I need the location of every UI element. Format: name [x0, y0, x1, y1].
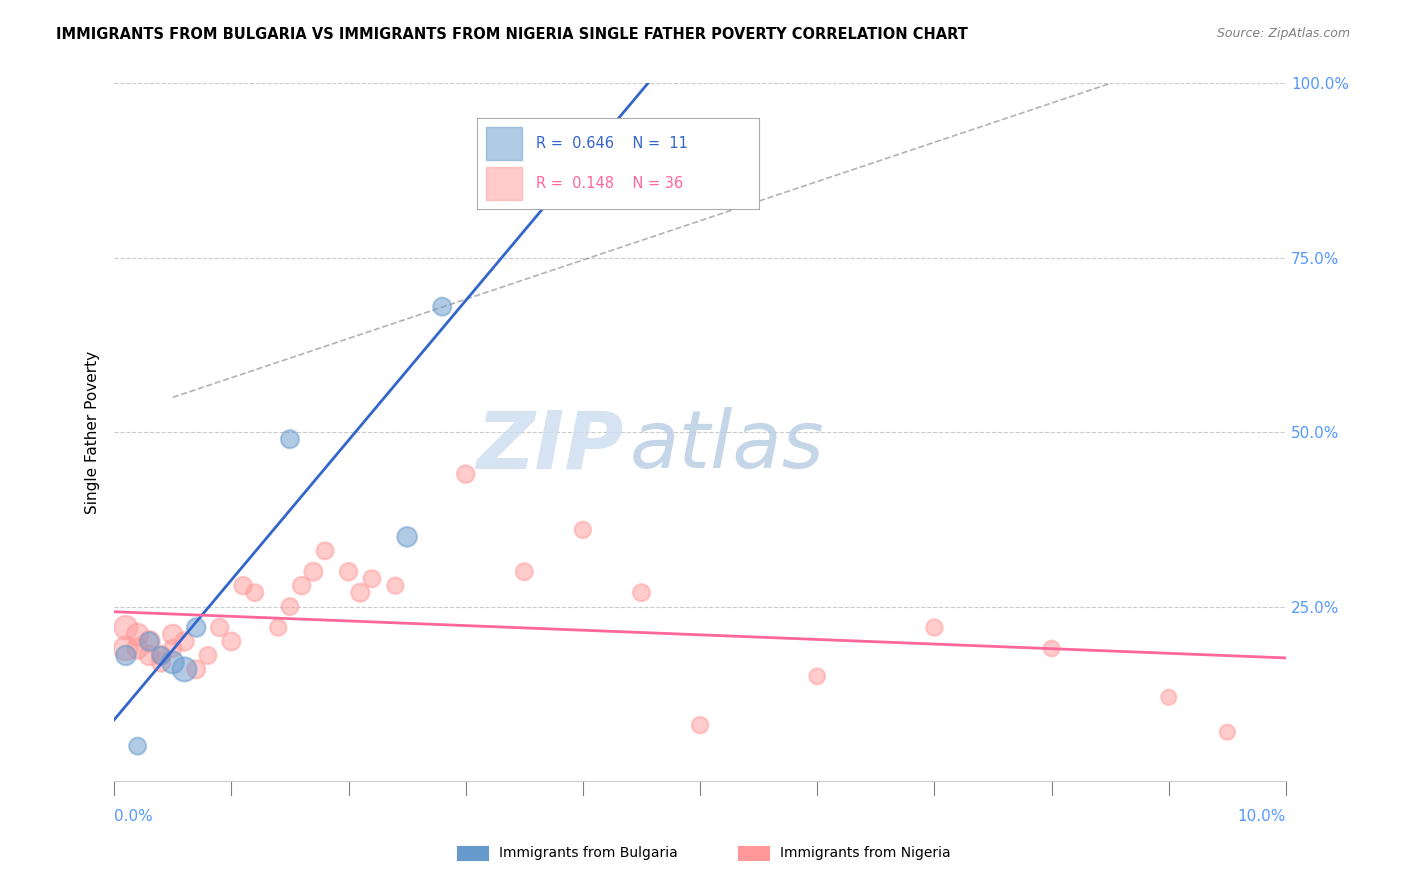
Point [267, 621, 290, 635]
Point [1216, 725, 1239, 739]
Text: Source: ZipAtlas.com: Source: ZipAtlas.com [1216, 27, 1350, 40]
Text: 0.0%: 0.0% [114, 809, 153, 824]
Point [173, 634, 195, 648]
Text: atlas: atlas [630, 407, 824, 485]
Point [127, 627, 149, 641]
Point [278, 599, 301, 614]
Point [806, 669, 828, 683]
Point [186, 621, 208, 635]
Point [162, 627, 184, 641]
Text: IMMIGRANTS FROM BULGARIA VS IMMIGRANTS FROM NIGERIA SINGLE FATHER POVERTY CORREL: IMMIGRANTS FROM BULGARIA VS IMMIGRANTS F… [56, 27, 969, 42]
Point [924, 621, 946, 635]
Point [689, 718, 711, 732]
Point [162, 656, 184, 670]
Point [150, 648, 173, 663]
Point [337, 565, 360, 579]
Point [361, 572, 384, 586]
Point [513, 565, 536, 579]
Point [278, 432, 301, 446]
Point [232, 579, 254, 593]
Point [173, 662, 195, 676]
Text: 10.0%: 10.0% [1237, 809, 1286, 824]
Point [1040, 641, 1063, 656]
Point [197, 648, 219, 663]
Point [396, 530, 419, 544]
Point [138, 648, 160, 663]
Point [291, 579, 314, 593]
Point [208, 621, 231, 635]
Point [127, 739, 149, 753]
Point [384, 579, 406, 593]
Point [302, 565, 325, 579]
Point [454, 467, 477, 481]
Point [349, 585, 371, 599]
Text: ZIP: ZIP [477, 407, 624, 485]
Point [432, 300, 454, 314]
Text: Immigrants from Nigeria: Immigrants from Nigeria [780, 846, 950, 860]
Point [314, 543, 336, 558]
Point [150, 648, 173, 663]
Point [162, 641, 184, 656]
Point [115, 641, 138, 656]
Point [572, 523, 595, 537]
Point [478, 181, 501, 195]
Text: Immigrants from Bulgaria: Immigrants from Bulgaria [499, 846, 678, 860]
Point [243, 585, 266, 599]
Point [138, 634, 160, 648]
Point [115, 648, 138, 663]
Point [138, 634, 160, 648]
Y-axis label: Single Father Poverty: Single Father Poverty [86, 351, 100, 514]
Point [127, 641, 149, 656]
Point [150, 656, 173, 670]
Point [186, 662, 208, 676]
Point [221, 634, 243, 648]
Point [115, 621, 138, 635]
Point [1157, 690, 1180, 705]
Point [630, 585, 652, 599]
